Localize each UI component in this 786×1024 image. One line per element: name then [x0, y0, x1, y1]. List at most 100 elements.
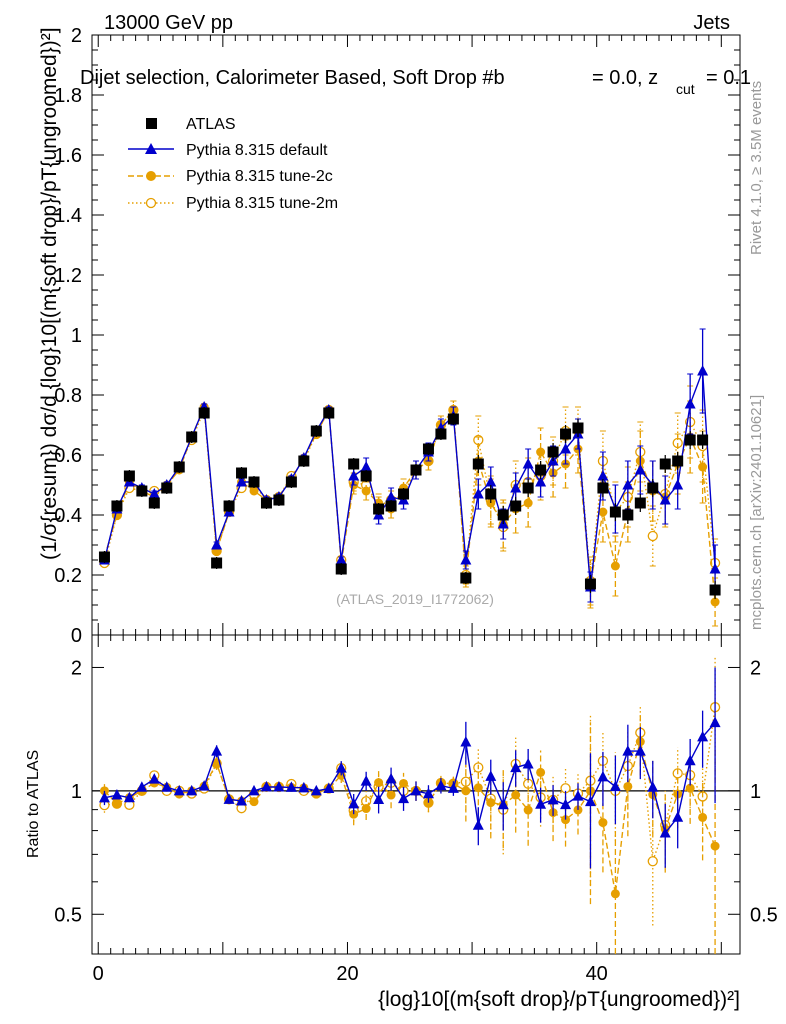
ratio-point-default	[709, 716, 721, 728]
point-atlas	[186, 431, 198, 443]
ratio-ylabel: Ratio to ATLAS	[25, 750, 42, 858]
legend-default: Pythia 8.315 default	[128, 142, 328, 159]
selection-label: Dijet selection, Calorimeter Based, Soft…	[80, 67, 505, 89]
ratio-ytick-label-right: 0.5	[750, 904, 778, 926]
zcut-value: = 0.1	[706, 67, 751, 89]
point-atlas	[298, 455, 310, 467]
xtick-label: 40	[586, 963, 608, 985]
point-atlas	[335, 563, 347, 575]
ratio-point-default	[672, 811, 684, 822]
point-atlas	[285, 476, 297, 488]
point-default	[211, 539, 223, 550]
point-default	[148, 488, 160, 499]
point-atlas	[173, 461, 185, 473]
point-atlas	[148, 497, 160, 509]
top-ytick-label: 1.2	[54, 265, 82, 287]
point-atlas	[123, 470, 135, 482]
point-tune2c	[536, 447, 546, 457]
ratio-point-default	[609, 780, 621, 792]
top-ytick-label: 0.4	[54, 505, 82, 527]
point-atlas	[98, 551, 110, 563]
ratio-point-tune2c	[112, 799, 122, 809]
point-atlas	[697, 434, 709, 446]
ratio-point-default	[584, 795, 596, 807]
point-default	[472, 488, 484, 499]
ratio-point-default	[447, 782, 459, 793]
point-atlas	[497, 509, 509, 521]
point-tune2m	[647, 530, 658, 542]
point-atlas	[422, 443, 434, 455]
ratio-line-default	[104, 722, 716, 835]
legend-tune2c-marker	[146, 171, 156, 181]
ratio-point-default	[659, 826, 671, 838]
ratio-point-default	[572, 790, 584, 801]
legend: ATLAS Pythia 8.315 default Pythia 8.315 …	[128, 116, 338, 212]
point-atlas	[211, 557, 223, 569]
ratio-point-default	[373, 793, 385, 805]
point-atlas	[485, 488, 497, 500]
ratio-point-tune2c	[598, 818, 608, 828]
ratio-ytick-label: 2	[71, 657, 82, 679]
ratio-point-default	[148, 773, 160, 784]
point-atlas	[684, 434, 696, 446]
top-ytick-label: 0.6	[54, 445, 82, 467]
point-default	[522, 458, 534, 469]
point-default	[236, 476, 248, 487]
point-default	[360, 461, 372, 472]
point-atlas	[572, 422, 584, 434]
selection-title: Dijet selection, Calorimeter Based, Soft…	[80, 67, 751, 97]
point-default	[485, 476, 497, 487]
analysis-watermark: (ATLAS_2019_I1772062)	[336, 591, 494, 607]
ratio-point-default	[335, 762, 347, 773]
point-atlas	[385, 500, 397, 512]
ratio-point-tune2c	[486, 798, 496, 808]
point-atlas	[273, 494, 285, 506]
point-tune2c	[610, 561, 620, 571]
axes: 0 20 40 0 0.2 0.4 0.6 0.8 1 1.2 1.4 1.6 1.8 2 0.5 0.5 1 1…	[54, 25, 778, 985]
ratio-point-default	[634, 745, 646, 756]
top-ytick-label: 1.8	[54, 85, 82, 107]
ratio-point-default	[385, 772, 397, 784]
point-default	[697, 365, 709, 376]
ratio-point-tune2c	[511, 790, 521, 800]
point-atlas	[398, 488, 410, 500]
ratio-ytick-label: 1	[71, 781, 82, 803]
point-tune2c	[361, 486, 371, 496]
point-atlas	[709, 584, 721, 596]
point-atlas	[310, 425, 322, 437]
ratio-point-default	[260, 780, 272, 792]
point-atlas	[373, 503, 385, 515]
legend-atlas-marker	[146, 118, 157, 129]
point-atlas	[535, 464, 547, 476]
ratio-point-default	[460, 736, 472, 747]
point-default	[709, 563, 721, 574]
ratio-point-tune2c	[536, 767, 546, 777]
point-default	[335, 554, 347, 565]
ratio-point-tune2c	[461, 786, 471, 796]
point-atlas	[360, 470, 372, 482]
point-default	[672, 479, 684, 490]
point-default	[684, 398, 696, 409]
xlabel: {log}10[(m{soft drop}/pT{ungroomed})²]	[378, 988, 740, 1011]
ratio-point-tune2c	[623, 781, 633, 791]
series-default	[98, 328, 721, 603]
ratio-point-default	[522, 757, 534, 769]
ratio-point-default	[348, 797, 360, 809]
ratio-point-default	[223, 793, 235, 804]
point-default	[659, 494, 671, 505]
point-atlas	[584, 578, 596, 590]
rivet-label: Rivet 4.1.0, ≥ 3.5M events	[748, 81, 765, 255]
point-default	[535, 476, 547, 487]
ratio-point-default	[198, 780, 210, 791]
point-tune2c	[598, 507, 608, 517]
point-atlas	[510, 500, 522, 512]
point-atlas	[560, 428, 572, 440]
point-default	[348, 470, 360, 481]
ratio-point-default	[298, 781, 310, 793]
ratio-ytick-label: 0.5	[54, 904, 82, 926]
ratio-point-default	[410, 784, 422, 796]
ratio-panel-frame	[91, 634, 741, 955]
ratio-point-default	[622, 745, 634, 756]
point-atlas	[435, 428, 447, 440]
energy-label: 13000 GeV pp	[104, 12, 233, 34]
